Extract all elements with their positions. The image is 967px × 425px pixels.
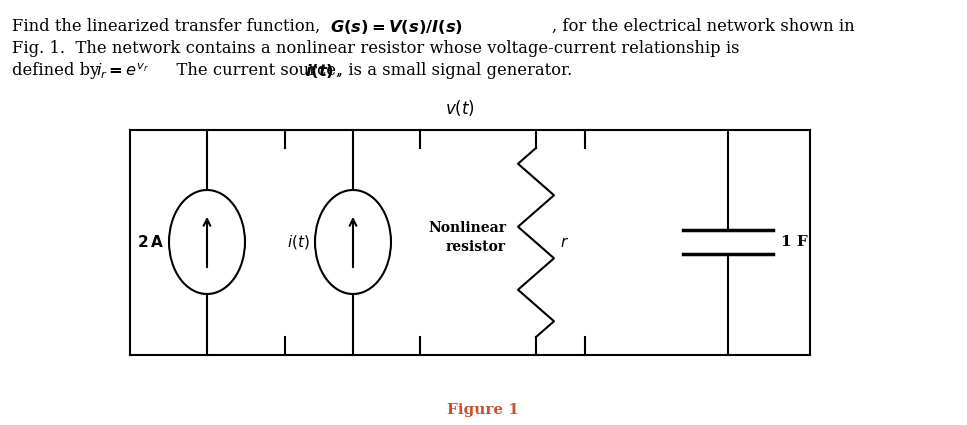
Text: , is a small signal generator.: , is a small signal generator. [338, 62, 572, 79]
Text: , for the electrical network shown in: , for the electrical network shown in [552, 18, 855, 35]
Text: Nonlinear
resistor: Nonlinear resistor [428, 221, 506, 254]
Text: Find the linearized transfer function,: Find the linearized transfer function, [12, 18, 326, 35]
Text: $\mathit{r}$: $\mathit{r}$ [560, 235, 569, 249]
Text: defined by: defined by [12, 62, 104, 79]
Text: The current source,: The current source, [166, 62, 346, 79]
Text: 1 F: 1 F [781, 235, 807, 249]
Text: $\boldsymbol{i_r = e^{v_r}}$: $\boldsymbol{i_r = e^{v_r}}$ [96, 62, 149, 81]
Text: $\mathit{i(t)}$: $\mathit{i(t)}$ [287, 233, 310, 251]
Text: Figure 1: Figure 1 [447, 403, 519, 417]
Text: Fig. 1.  The network contains a nonlinear resistor whose voltage-current relatio: Fig. 1. The network contains a nonlinear… [12, 40, 740, 57]
Text: $\mathbf{2\,A}$: $\mathbf{2\,A}$ [137, 234, 164, 250]
Text: $\boldsymbol{i(t)}$: $\boldsymbol{i(t)}$ [305, 62, 334, 80]
Text: $\mathit{v(t)}$: $\mathit{v(t)}$ [445, 98, 475, 118]
Text: $\boldsymbol{G(s) = V(s)/I(s)}$: $\boldsymbol{G(s) = V(s)/I(s)}$ [330, 18, 463, 36]
